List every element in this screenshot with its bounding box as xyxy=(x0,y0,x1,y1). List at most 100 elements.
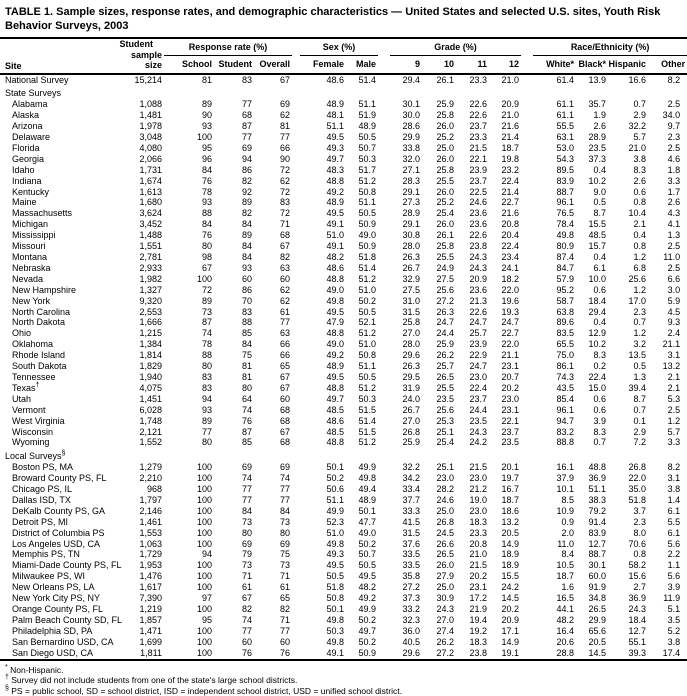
spacer-cell xyxy=(292,263,300,274)
cell-white: 63.1 xyxy=(556,132,575,143)
col-header-school: School xyxy=(181,59,212,70)
cell-male: 49.7 xyxy=(358,625,377,636)
cell-sample-size: 1,219 xyxy=(139,604,162,614)
table-row: South Dakota 1,829 80 81 65 48.9 51.1 26.3 25.7 2… xyxy=(0,361,687,372)
site-label: Detroit PS, MI xyxy=(12,516,69,527)
cell-female: 50.1 xyxy=(326,604,345,614)
cell-male: 50.2 xyxy=(358,538,377,549)
cell-black: 60.0 xyxy=(588,571,607,582)
cell-hispanic: 0.4 xyxy=(633,230,647,241)
cell-grade-12: 18.7 xyxy=(501,494,520,505)
cell-grade-11: 23.0 xyxy=(469,371,488,382)
cell-white: 18.7 xyxy=(556,571,575,582)
spacer-cell xyxy=(292,539,300,550)
spacer-cell xyxy=(378,528,390,539)
cell-grade-12: 23.4 xyxy=(501,252,520,262)
cell-female: 49.8 xyxy=(326,295,345,306)
spacer-cell xyxy=(378,473,390,484)
cell-grade-9: 29.6 xyxy=(402,350,421,361)
cell-hispanic: 1.2 xyxy=(633,328,647,339)
spacer-cell xyxy=(378,339,390,350)
cell-white: 8.4 xyxy=(561,549,575,560)
spacer-cell xyxy=(378,307,390,318)
spacer-cell xyxy=(292,121,300,132)
table-row: Georgia 2,066 96 94 90 49.7 50.3 32.0 26.0 22.1 19… xyxy=(0,154,687,165)
cell-overall: 72 xyxy=(280,186,291,197)
cell-female: 48.8 xyxy=(326,328,345,339)
spacer-cell xyxy=(521,187,533,198)
spacer-cell xyxy=(292,495,300,506)
spacer-cell xyxy=(292,99,300,110)
cell-sample-size: 1,674 xyxy=(139,175,162,186)
table-row: Nebraska 2,933 67 93 63 48.6 51.4 26.7 24.9 24.3 2… xyxy=(0,263,687,274)
cell-female: 48.9 xyxy=(326,197,345,208)
cell-grade-12: 17.1 xyxy=(501,625,520,636)
col-header-grade-11: 11 xyxy=(477,59,488,70)
spacer-cell xyxy=(292,528,300,539)
group-header-grade: Grade (%) xyxy=(390,38,522,56)
spacer-cell xyxy=(378,274,390,285)
cell-student: 75 xyxy=(241,350,252,361)
cell-white: 84.7 xyxy=(556,262,575,273)
col-header-white: White* xyxy=(546,59,575,70)
cell-grade-12: 20.9 xyxy=(501,99,520,110)
cell-hispanic: 0.7 xyxy=(633,317,647,328)
cell-grade-9: 30.1 xyxy=(402,99,421,110)
cell-overall: 75 xyxy=(280,549,291,560)
cell-grade-9: 28.3 xyxy=(402,175,421,186)
cell-sample-size: 1,731 xyxy=(139,164,162,175)
table-row: Memphis PS, TN 1,729 94 79 75 49.3 50.7 33.5 26.… xyxy=(0,549,687,560)
cell-overall: 68 xyxy=(280,415,291,426)
spacer-cell xyxy=(378,296,390,307)
cell-female: 48.5 xyxy=(326,426,345,437)
cell-sample-size: 1,613 xyxy=(139,186,162,197)
cell-grade-9: 32.3 xyxy=(402,614,421,625)
spacer-cell xyxy=(378,361,390,372)
site-label: Texas† xyxy=(12,381,40,393)
cell-student: 61 xyxy=(241,582,252,593)
cell-female: 50.1 xyxy=(326,462,345,473)
site-label: Idaho xyxy=(12,164,35,175)
cell-white: 65.5 xyxy=(556,339,575,350)
cell-student: 86 xyxy=(241,164,252,175)
cell-overall: 63 xyxy=(280,262,291,273)
cell-other: 1.4 xyxy=(667,494,681,505)
footnote-marker: * xyxy=(5,663,8,671)
cell-grade-11: 23.7 xyxy=(469,121,488,132)
cell-female: 49.8 xyxy=(326,614,345,625)
cell-grade-9: 33.3 xyxy=(402,505,421,516)
cell-overall: 68 xyxy=(280,404,291,415)
cell-male: 50.8 xyxy=(358,186,377,197)
cell-white: 16.1 xyxy=(556,462,575,473)
cell-overall: 60 xyxy=(280,273,291,284)
cell-grade-12: 21.6 xyxy=(501,121,520,132)
cell-grade-10: 25.5 xyxy=(436,382,455,393)
cell-hispanic: 51.8 xyxy=(628,494,647,505)
cell-other: 5.5 xyxy=(667,516,681,527)
cell-grade-11: 23.9 xyxy=(469,164,488,175)
cell-other: 11.0 xyxy=(663,252,681,262)
cell-hispanic: 70.6 xyxy=(628,538,647,549)
cell-female: 49.3 xyxy=(326,142,345,153)
cell-grade-12: 23.7 xyxy=(501,426,520,437)
cell-student: 89 xyxy=(241,230,252,241)
spacer-cell xyxy=(521,383,533,394)
site-label: District of Columbia PS xyxy=(12,527,105,538)
cell-student: 67 xyxy=(241,593,252,604)
cell-grade-11: 23.0 xyxy=(469,473,488,484)
cell-school: 76 xyxy=(201,230,212,241)
cell-male: 50.5 xyxy=(358,132,377,143)
cell-female: 51.8 xyxy=(326,582,345,593)
site-label: Alaska xyxy=(12,110,40,121)
cell-student: 64 xyxy=(241,393,252,404)
cell-overall: 68 xyxy=(280,230,291,241)
site-label: Los Angeles USD, CA xyxy=(12,538,101,549)
cell-sample-size: 1,953 xyxy=(139,560,162,571)
footnote-marker: † xyxy=(5,674,9,682)
footnote-marker: § xyxy=(5,684,9,692)
cell-hispanic: 8.3 xyxy=(633,164,647,175)
cell-male: 51.5 xyxy=(358,426,377,437)
cell-sample-size: 1,488 xyxy=(139,230,162,241)
cell-grade-10: 25.0 xyxy=(436,505,455,516)
spacer-cell xyxy=(292,230,300,241)
